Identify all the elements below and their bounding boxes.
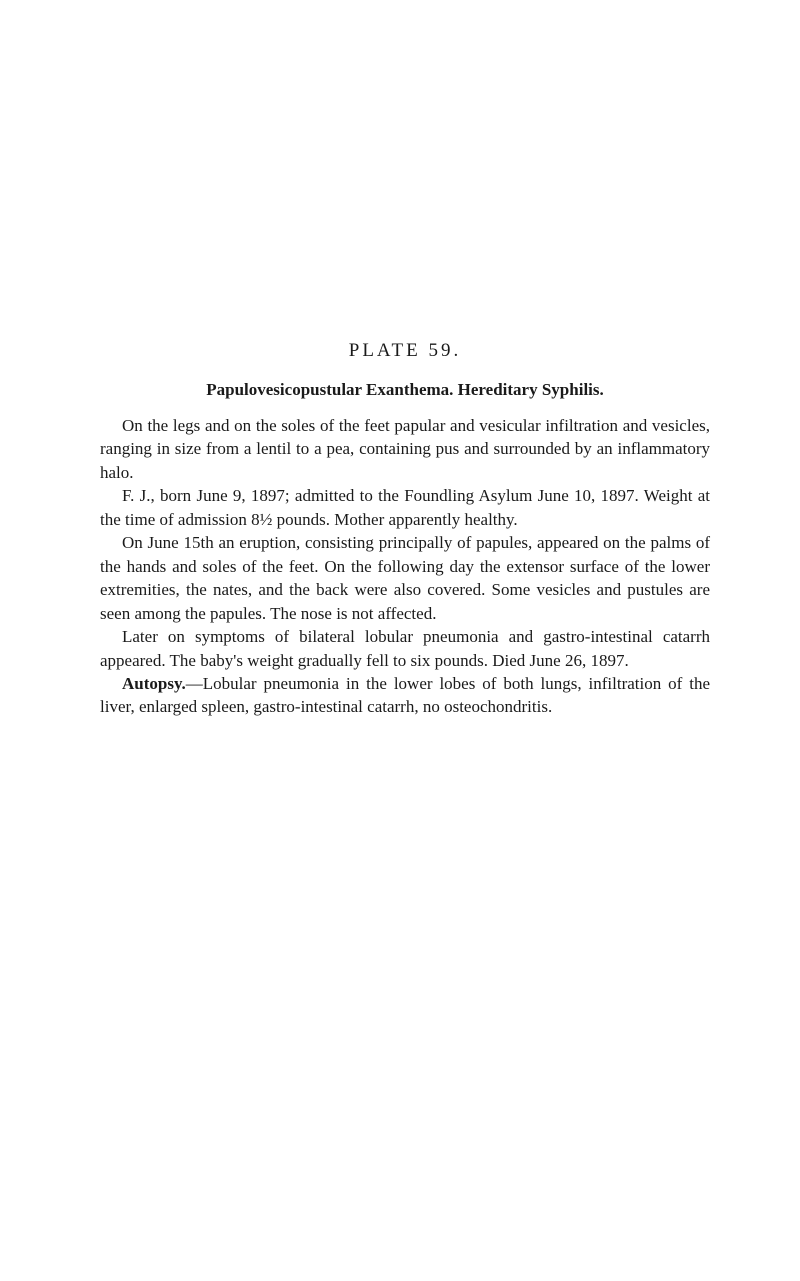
- paragraph-1: On the legs and on the soles of the feet…: [100, 414, 710, 484]
- paragraph-5-rest: —Lobular pneumonia in the lower lobes of…: [100, 674, 710, 716]
- paragraph-2: F. J., born June 9, 1897; admitted to th…: [100, 484, 710, 531]
- subtitle: Papulovesicopustular Exanthema. Heredita…: [100, 380, 710, 400]
- paragraph-4: Later on symptoms of bilateral lobular p…: [100, 625, 710, 672]
- autopsy-label: Autopsy.: [122, 674, 186, 693]
- paragraph-3: On June 15th an eruption, consisting pri…: [100, 531, 710, 625]
- paragraph-5: Autopsy.—Lobular pneumonia in the lower …: [100, 672, 710, 719]
- plate-title: PLATE 59.: [100, 340, 710, 362]
- body-text: On the legs and on the soles of the feet…: [100, 414, 710, 719]
